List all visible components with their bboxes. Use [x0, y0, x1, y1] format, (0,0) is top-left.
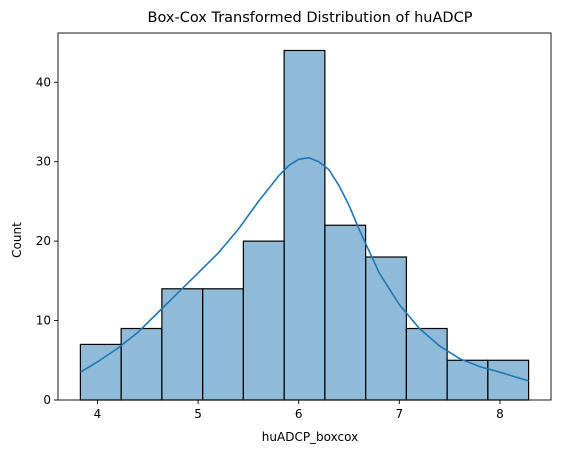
y-tick-label: 40 [36, 75, 51, 89]
y-tick-label: 20 [36, 234, 51, 248]
x-tick-label: 6 [295, 407, 303, 421]
kde-curve [79, 156, 529, 382]
histogram-bar [283, 49, 326, 401]
plot-frame [57, 32, 552, 401]
histogram-bar [324, 224, 367, 401]
x-axis-label: huADCP_boxcox [262, 430, 358, 444]
histogram-bar [365, 256, 407, 401]
histogram-bar [120, 327, 163, 401]
y-tick-label: 10 [36, 314, 51, 328]
x-tick-label: 5 [194, 407, 202, 421]
x-tick-label: 7 [396, 407, 404, 421]
histogram-bar [405, 327, 448, 401]
y-axis-label: Count [10, 222, 24, 258]
histogram-bar [487, 359, 530, 401]
bars-group [79, 49, 530, 401]
x-tick-label: 8 [496, 407, 504, 421]
histogram-bar [161, 288, 204, 401]
y-tick-label: 30 [36, 155, 51, 169]
histogram-bar [446, 359, 489, 401]
chart-title: Box-Cox Transformed Distribution of huAD… [148, 10, 473, 26]
x-tick-label: 4 [94, 407, 102, 421]
histogram-bar [242, 240, 285, 401]
x-axis-ticks: 4 5 6 7 8 [94, 400, 504, 421]
histogram-bar [202, 288, 244, 401]
y-axis-ticks: 0 10 20 30 40 [36, 75, 58, 407]
histogram-bar [79, 343, 122, 401]
y-tick-label: 0 [43, 393, 51, 407]
